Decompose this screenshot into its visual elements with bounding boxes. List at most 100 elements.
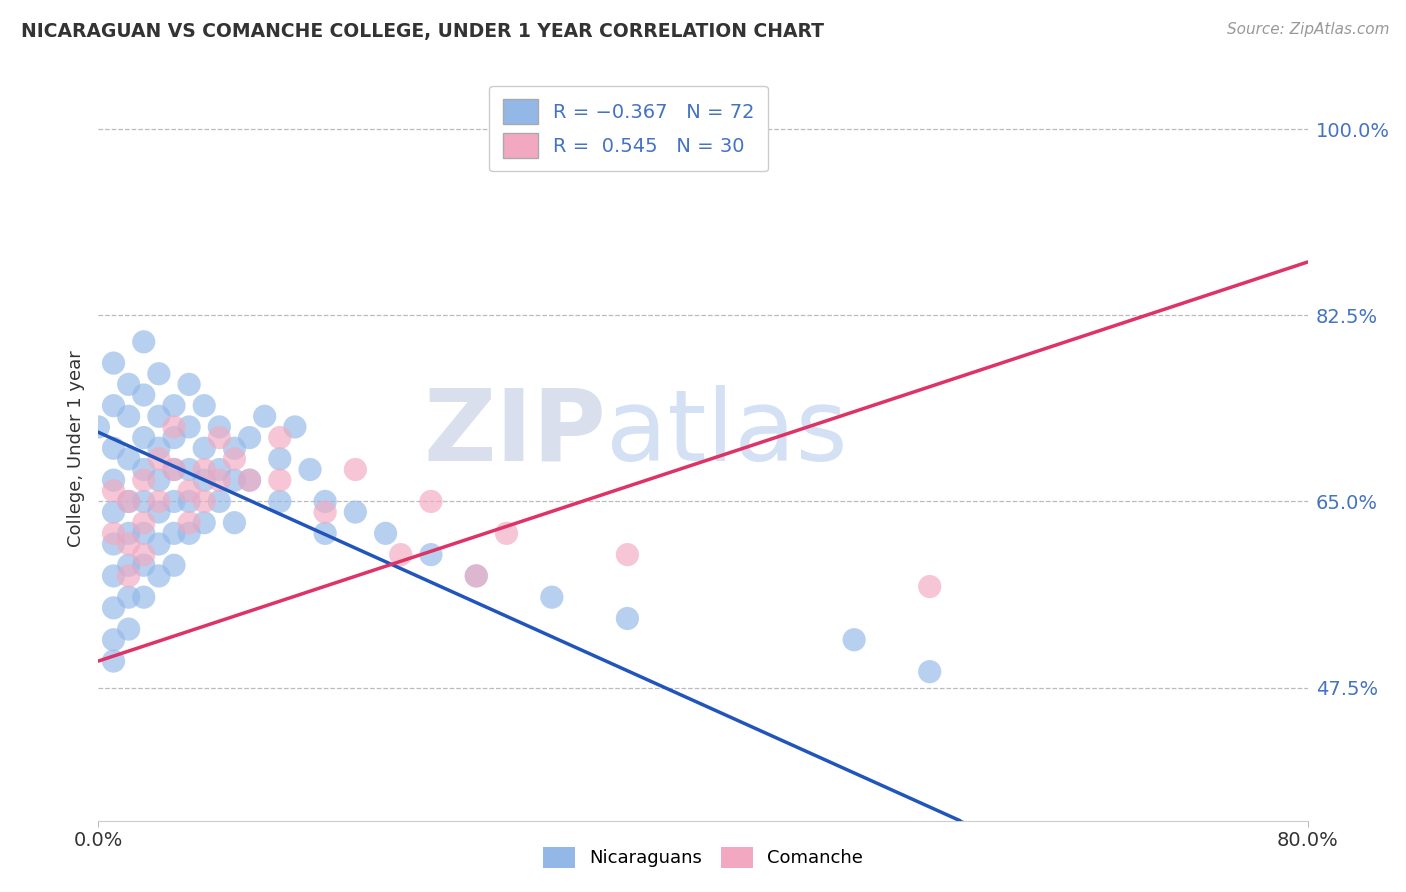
Point — [239, 473, 262, 487]
Point — [193, 494, 215, 508]
Point — [163, 420, 186, 434]
Point — [208, 473, 231, 487]
Point — [208, 462, 231, 476]
Point — [179, 462, 201, 476]
Point — [118, 558, 141, 573]
Point — [163, 494, 186, 508]
Point — [616, 611, 638, 625]
Point — [103, 473, 125, 487]
Point — [103, 537, 125, 551]
Point — [118, 590, 141, 604]
Point — [163, 462, 186, 476]
Point — [208, 420, 231, 434]
Point — [239, 431, 262, 445]
Point — [103, 632, 125, 647]
Point — [132, 494, 155, 508]
Point — [132, 388, 155, 402]
Point — [193, 442, 215, 456]
Point — [118, 622, 141, 636]
Point — [844, 632, 866, 647]
Point — [132, 526, 155, 541]
Point — [224, 473, 246, 487]
Point — [465, 569, 488, 583]
Text: ZIP: ZIP — [423, 384, 606, 482]
Point — [179, 526, 201, 541]
Point — [616, 548, 638, 562]
Legend: R = −0.367   N = 72, R =  0.545   N = 30: R = −0.367 N = 72, R = 0.545 N = 30 — [489, 86, 768, 171]
Point — [269, 451, 291, 466]
Point — [103, 526, 125, 541]
Point — [374, 526, 396, 541]
Point — [299, 462, 322, 476]
Point — [495, 526, 517, 541]
Point — [224, 451, 246, 466]
Point — [344, 462, 367, 476]
Point — [103, 442, 125, 456]
Point — [132, 590, 155, 604]
Point — [420, 494, 443, 508]
Point — [163, 399, 186, 413]
Point — [163, 558, 186, 573]
Point — [193, 516, 215, 530]
Point — [118, 409, 141, 424]
Point — [118, 526, 141, 541]
Point — [132, 548, 155, 562]
Point — [918, 580, 941, 594]
Point — [314, 505, 336, 519]
Point — [103, 483, 125, 498]
Point — [193, 462, 215, 476]
Point — [179, 483, 201, 498]
Point — [193, 399, 215, 413]
Point — [103, 654, 125, 668]
Point — [103, 356, 125, 370]
Point — [148, 409, 170, 424]
Point — [224, 516, 246, 530]
Point — [132, 334, 155, 349]
Point — [118, 537, 141, 551]
Y-axis label: College, Under 1 year: College, Under 1 year — [66, 350, 84, 547]
Point — [179, 494, 201, 508]
Point — [253, 409, 276, 424]
Point — [208, 431, 231, 445]
Point — [465, 569, 488, 583]
Point — [148, 442, 170, 456]
Point — [224, 442, 246, 456]
Point — [163, 526, 186, 541]
Point — [344, 505, 367, 519]
Point — [148, 494, 170, 508]
Point — [132, 516, 155, 530]
Point — [103, 399, 125, 413]
Text: atlas: atlas — [606, 384, 848, 482]
Point — [389, 548, 412, 562]
Point — [118, 494, 141, 508]
Point — [148, 451, 170, 466]
Point — [132, 462, 155, 476]
Point — [918, 665, 941, 679]
Point — [118, 377, 141, 392]
Point — [118, 451, 141, 466]
Point — [269, 494, 291, 508]
Point — [269, 473, 291, 487]
Point — [103, 505, 125, 519]
Point — [314, 526, 336, 541]
Point — [420, 548, 443, 562]
Point — [132, 431, 155, 445]
Point — [118, 569, 141, 583]
Point — [179, 516, 201, 530]
Point — [179, 377, 201, 392]
Point — [163, 431, 186, 445]
Point — [148, 537, 170, 551]
Point — [269, 431, 291, 445]
Point — [103, 569, 125, 583]
Point — [87, 420, 110, 434]
Point — [148, 473, 170, 487]
Text: Source: ZipAtlas.com: Source: ZipAtlas.com — [1226, 22, 1389, 37]
Point — [132, 473, 155, 487]
Point — [132, 558, 155, 573]
Point — [239, 473, 262, 487]
Point — [148, 505, 170, 519]
Point — [148, 367, 170, 381]
Point — [208, 494, 231, 508]
Point — [193, 473, 215, 487]
Point — [540, 590, 562, 604]
